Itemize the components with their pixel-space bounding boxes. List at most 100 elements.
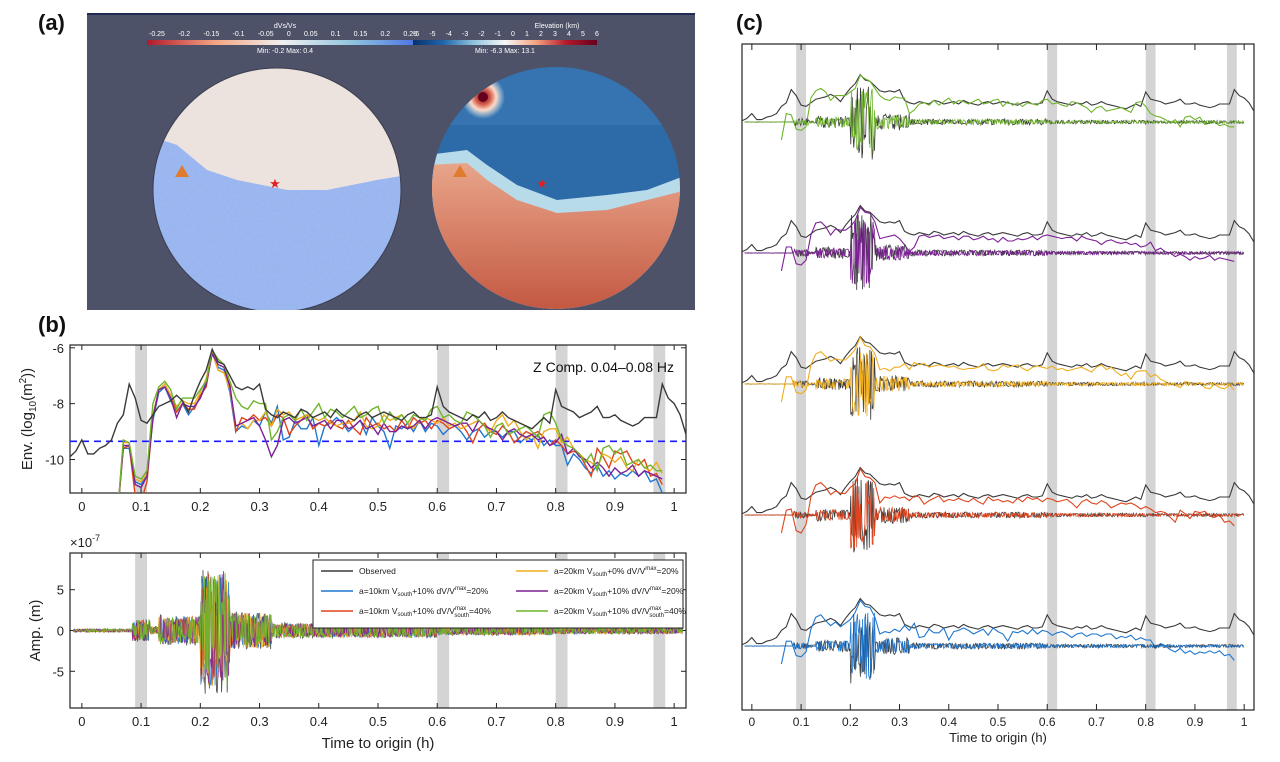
event-star-icon: ★ bbox=[269, 176, 281, 191]
right-colorbar-title: Elevation (km) bbox=[534, 23, 580, 30]
colorbar-tick: 2 bbox=[538, 31, 543, 38]
env-lines bbox=[70, 347, 686, 493]
colorbar-tick: 5 bbox=[580, 31, 585, 38]
x-tick-label: 1 bbox=[671, 499, 678, 514]
elevation-globe bbox=[432, 67, 680, 309]
velocity-globe bbox=[153, 68, 401, 310]
x-tick-label: 0.3 bbox=[250, 714, 268, 729]
y-tick-label: -8 bbox=[52, 397, 64, 412]
colorbar-tick: 0.15 bbox=[353, 31, 368, 38]
colorbar-tick: -5 bbox=[429, 31, 436, 38]
shaded-window bbox=[1047, 44, 1058, 710]
x-tick-label: 0.1 bbox=[132, 499, 150, 514]
observed-envelope bbox=[742, 73, 1254, 122]
panel-label-c: (c) bbox=[736, 10, 763, 35]
observed-envelope bbox=[742, 204, 1254, 253]
legend-entry: a=20km Vsouth+10% dV/Vmax=20% bbox=[554, 586, 684, 598]
legend-entry: a=10km Vsouth+10% dV/Vmax=20% bbox=[359, 586, 489, 598]
series-line-4 bbox=[118, 351, 663, 493]
synthetic-envelope bbox=[780, 335, 1235, 403]
left-minmax: Min: -0.2 Max: 0.4 bbox=[256, 48, 314, 55]
station-triangle-icon bbox=[175, 165, 189, 177]
shaded-window bbox=[555, 345, 568, 493]
colorbar-tick: -0.15 bbox=[203, 31, 220, 38]
x-tick-label: 0.6 bbox=[1039, 715, 1056, 729]
panel-label-a: (a) bbox=[38, 10, 65, 35]
x-tick-label: 0.9 bbox=[606, 714, 624, 729]
observed-envelope bbox=[742, 335, 1254, 384]
x-tick-label: 0.6 bbox=[428, 714, 446, 729]
waveform-trace bbox=[744, 481, 1244, 549]
y-tick-label: -5 bbox=[52, 664, 64, 679]
colorbar-tick: -0.05 bbox=[257, 31, 274, 38]
x-tick-label: 0.1 bbox=[132, 714, 150, 729]
y-tick-label: -10 bbox=[45, 452, 64, 467]
left-colorbar-ticks: -0.25 -0.2 -0.15 -0.1 -0.05 0 0.05 0.1 0.15 0.2 0.… bbox=[149, 31, 417, 38]
observed-envelope bbox=[742, 597, 1254, 646]
x-tick-label: 0.5 bbox=[369, 499, 387, 514]
x-tick-label: 0.4 bbox=[310, 499, 328, 514]
colorbar-tick: 3 bbox=[552, 31, 557, 38]
x-tick-label: 0.2 bbox=[191, 714, 209, 729]
y-tick-label: -6 bbox=[52, 341, 64, 356]
x-tick-label: 0.7 bbox=[1088, 715, 1105, 729]
shaded-window bbox=[653, 345, 666, 493]
waveform-trace bbox=[744, 350, 1244, 417]
stacked-traces bbox=[742, 73, 1254, 684]
x-tick-label: 0 bbox=[749, 715, 756, 729]
panel-label-b: (b) bbox=[38, 312, 67, 337]
series-line-0 bbox=[70, 347, 686, 458]
globes: ★ ★ bbox=[152, 67, 680, 310]
colorbar-tick: -2 bbox=[478, 31, 485, 38]
colorbar-tick: -0.1 bbox=[232, 31, 245, 38]
colorbar-tick: -4 bbox=[445, 31, 452, 38]
legend-entry: a=20km Vsouth+0% dV/Vmax=20% bbox=[554, 566, 679, 578]
waveform-trace bbox=[744, 219, 1245, 288]
plot-frame bbox=[741, 43, 1255, 711]
waveform-trace bbox=[744, 88, 1244, 155]
x-tick-label: 0.9 bbox=[606, 499, 624, 514]
colorbar-tick: -1 bbox=[494, 31, 501, 38]
station-triangle-icon-right bbox=[453, 165, 467, 177]
colorbar-tick: 4 bbox=[566, 31, 571, 38]
shaded-window bbox=[796, 44, 806, 710]
x-axis-label: Time to origin (h) bbox=[949, 730, 1047, 745]
x-tick-label: 0.7 bbox=[487, 714, 505, 729]
x-tick-label: 0.8 bbox=[547, 499, 565, 514]
x-tick-label: 0.7 bbox=[487, 499, 505, 514]
x-tick-label: 0.4 bbox=[310, 714, 328, 729]
left-colorbar-title: dVs/Vs bbox=[273, 23, 297, 30]
legend-entry: a=20km Vsouth+10% dV/Vmax south=40% bbox=[554, 606, 686, 619]
x-tick-label: 0.8 bbox=[1137, 715, 1154, 729]
x-tick-label: 0.2 bbox=[842, 715, 859, 729]
right-colorbar bbox=[413, 40, 597, 45]
panel-c-chart: 0 0.1 0.2 0.3 0.4 0.5 0.6 0.7 0.8 0.9 1 Time to ori… bbox=[741, 43, 1255, 745]
event-star-icon-right: ★ bbox=[536, 176, 548, 191]
x-tick-label: 0.3 bbox=[891, 715, 908, 729]
left-colorbar bbox=[147, 40, 419, 45]
x-tick-label: 0.8 bbox=[547, 714, 565, 729]
synthetic-envelope bbox=[780, 599, 1235, 665]
shaded-window bbox=[1226, 44, 1237, 710]
x-axis-label: Time to origin (h) bbox=[322, 735, 435, 752]
waveform-4 bbox=[72, 574, 684, 684]
shaded-window bbox=[437, 345, 450, 493]
x-tick-label: 0.3 bbox=[250, 499, 268, 514]
colorbar-tick: -0.25 bbox=[149, 31, 165, 38]
x-tick-label: 1 bbox=[671, 714, 678, 729]
synthetic-envelope bbox=[780, 206, 1235, 272]
map-panel: dVs/Vs -0.25 -0.2 -0.15 -0.1 -0.05 0 0.05 0.1 0.… bbox=[87, 13, 695, 310]
series-line-2 bbox=[118, 351, 663, 493]
colorbar-tick: 0.1 bbox=[330, 31, 341, 38]
waveform-trace bbox=[744, 477, 1245, 553]
series-line-1 bbox=[118, 351, 663, 493]
colorbar-tick: 0.25 bbox=[403, 31, 417, 38]
colorbar-tick: 0.05 bbox=[303, 31, 318, 38]
x-tick-label: 0.5 bbox=[369, 714, 387, 729]
x-tick-label: 0.9 bbox=[1187, 715, 1204, 729]
x-tick-label: 0.4 bbox=[940, 715, 957, 729]
colorbar-tick: -6 bbox=[413, 31, 420, 38]
colorbar-tick: 1 bbox=[524, 31, 529, 38]
x-tick-label: 1 bbox=[1241, 715, 1248, 729]
colorbar-tick: 6 bbox=[594, 31, 599, 38]
